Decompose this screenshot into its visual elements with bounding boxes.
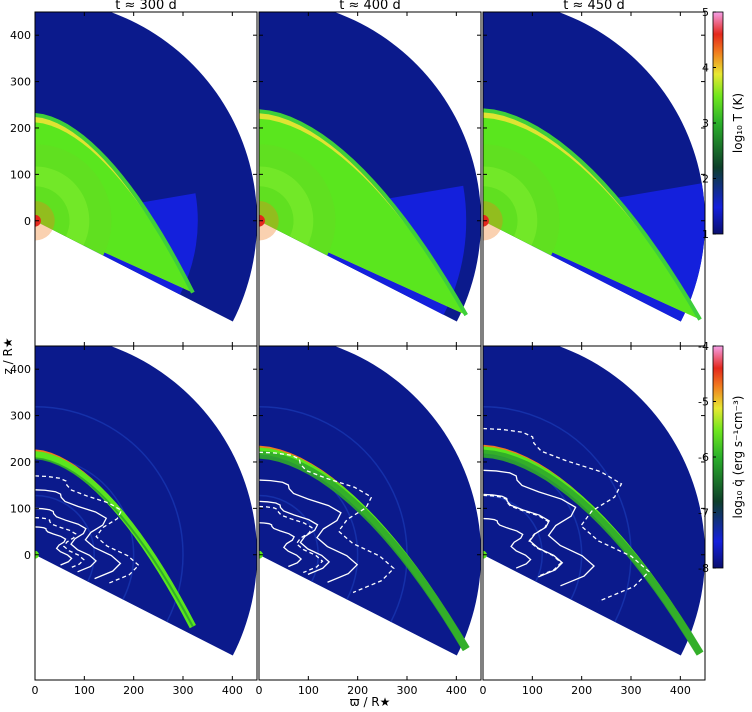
colorbar-tick-label: -5 bbox=[698, 396, 709, 409]
x-axis-label: ϖ / R★ bbox=[350, 695, 391, 709]
shell-inner-band bbox=[259, 450, 470, 652]
x-tick-label: 100 bbox=[522, 684, 543, 697]
y-tick-label: 100 bbox=[10, 502, 31, 515]
cooling-background bbox=[259, 346, 481, 656]
y-tick-label: 400 bbox=[10, 29, 31, 42]
shell-rim bbox=[259, 109, 468, 317]
x-tick-label: 100 bbox=[74, 684, 95, 697]
ring bbox=[483, 186, 518, 237]
x-tick-label: 300 bbox=[397, 684, 418, 697]
contour-solid bbox=[483, 469, 595, 587]
x-tick-label: 400 bbox=[446, 684, 467, 697]
colorbar-label: log₁₀ q̇ (erg s⁻¹cm⁻³) bbox=[731, 396, 745, 519]
ring bbox=[35, 186, 70, 237]
y-tick-label: 200 bbox=[10, 456, 31, 469]
colorbar-tick-label: 1 bbox=[702, 228, 709, 241]
faint-ring bbox=[483, 494, 543, 582]
panel-frame bbox=[482, 345, 706, 681]
shell-rim bbox=[35, 113, 195, 294]
contour-dashed bbox=[483, 427, 650, 602]
x-tick-label: 300 bbox=[621, 684, 642, 697]
y-tick-label: 400 bbox=[10, 363, 31, 376]
contour-solid bbox=[35, 507, 97, 573]
panel-r1-c1: 0 100 200 300 400 bbox=[10, 11, 258, 347]
colorbar-tick-label: 2 bbox=[702, 173, 709, 186]
y-tick-label: 100 bbox=[10, 168, 31, 181]
x-tick-label: 0 bbox=[480, 684, 487, 697]
y-axis-label: z / R★ bbox=[1, 337, 15, 374]
x-tick-label: 100 bbox=[298, 684, 319, 697]
colorbar-tick-label: -4 bbox=[698, 340, 709, 353]
contour-solid bbox=[259, 522, 303, 568]
contour-dashed bbox=[35, 516, 85, 570]
x-tick-label: 300 bbox=[173, 684, 194, 697]
panel-r1-c2 bbox=[258, 11, 482, 347]
colorbar-tick-label: -8 bbox=[698, 562, 709, 575]
y-tick-label: 0 bbox=[24, 215, 31, 228]
shell-rim bbox=[483, 108, 702, 321]
y-tick-label: 200 bbox=[10, 122, 31, 135]
contour-dashed bbox=[483, 494, 563, 578]
hot-core-halo bbox=[483, 201, 503, 241]
cooling-background bbox=[35, 346, 257, 656]
colorbar-tick-label: -7 bbox=[698, 507, 709, 520]
faint-ring bbox=[35, 406, 184, 623]
hot-core-halo bbox=[259, 201, 279, 241]
column-title: t ≈ 450 d bbox=[563, 0, 624, 13]
shell-inner-band bbox=[35, 457, 194, 628]
x-tick-label: 400 bbox=[222, 684, 243, 697]
x-tick-label: 200 bbox=[123, 684, 144, 697]
contour-dashed bbox=[259, 451, 395, 594]
x-tick-label: 200 bbox=[571, 684, 592, 697]
ring bbox=[259, 186, 294, 237]
column-title: t ≈ 400 d bbox=[339, 0, 400, 13]
y-tick-label: 300 bbox=[10, 410, 31, 423]
contour-solid bbox=[35, 526, 73, 566]
colorbar-tick-label: -6 bbox=[698, 451, 709, 464]
faint-ring bbox=[35, 494, 95, 582]
panel-frame bbox=[258, 345, 482, 681]
colorbar-tick-label: 3 bbox=[702, 117, 709, 130]
contour-solid bbox=[259, 479, 359, 583]
panel-r2-c2: 0 100 200 300 400 bbox=[256, 345, 482, 697]
column-title: t ≈ 300 d bbox=[115, 0, 176, 13]
panel-r2-c1: 0 100 200 300 400 0 100 200 300 400 bbox=[10, 345, 258, 697]
x-tick-label: 0 bbox=[32, 684, 39, 697]
x-tick-label: 200 bbox=[347, 684, 368, 697]
colorbar-tick-label: 4 bbox=[702, 62, 709, 75]
contour-solid bbox=[483, 493, 564, 578]
panel-r2-c3: 0 100 200 300 400 bbox=[480, 345, 706, 697]
contour-dashed bbox=[259, 505, 324, 574]
colorbar-tick-label: 5 bbox=[702, 6, 709, 19]
x-tick-label: 0 bbox=[256, 684, 263, 697]
faint-ring bbox=[259, 406, 408, 623]
x-tick-label: 400 bbox=[670, 684, 691, 697]
y-tick-label: 300 bbox=[10, 76, 31, 89]
contour-solid bbox=[35, 489, 122, 580]
panel-r1-c3 bbox=[482, 11, 706, 347]
y-tick-label: 0 bbox=[24, 549, 31, 562]
colorbar-label: log₁₀ T (K) bbox=[731, 93, 745, 153]
contour-solid bbox=[483, 517, 532, 569]
contour-solid bbox=[259, 500, 331, 575]
contour-dashed bbox=[35, 475, 140, 585]
hot-core-halo bbox=[35, 201, 55, 241]
panel-frame bbox=[34, 345, 258, 681]
